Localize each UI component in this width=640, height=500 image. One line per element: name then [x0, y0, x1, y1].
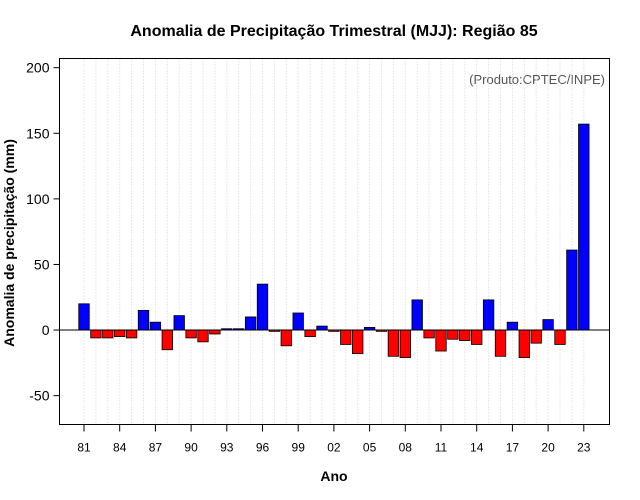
bar-2013 [459, 329, 471, 341]
bar-2017 [506, 321, 519, 331]
x-tick-label: 81 [77, 441, 91, 455]
y-axis-label: Anomalia de precipitação (mm) [1, 139, 17, 347]
x-tick-label: 84 [113, 441, 127, 455]
x-tick-label: 02 [327, 441, 341, 455]
plot-frame [59, 58, 610, 425]
bar-1984 [114, 329, 126, 338]
bar-1992 [209, 329, 221, 335]
x-tick-label: 14 [470, 441, 484, 455]
y-tick-label: 100 [26, 191, 50, 207]
bar-2014 [471, 329, 483, 345]
x-tick-label: 87 [149, 441, 163, 455]
chart-title: Anomalia de Precipitação Trimestral (MJJ… [130, 23, 537, 40]
y-tick-label: 150 [26, 125, 50, 141]
bar-2022 [566, 249, 578, 331]
bar-2003 [340, 329, 352, 345]
bar-2018 [518, 329, 530, 358]
x-axis: 81 84 87 90 93 96 99 02 05 08 11 14 17 20 23 [77, 424, 591, 455]
y-tick-label: -50 [29, 388, 49, 404]
y-axis: -50 0 50 100 150 200 [26, 60, 60, 404]
bar-1998 [280, 329, 292, 347]
bar-1995 [244, 316, 257, 331]
bar-1990 [185, 329, 197, 339]
y-tick-label: 200 [26, 60, 50, 76]
bar-2008 [399, 329, 411, 358]
x-tick-label: 99 [292, 441, 306, 455]
bars-group [78, 123, 590, 358]
bar-1996 [256, 283, 269, 331]
bar-1999 [292, 312, 304, 331]
bar-2001 [316, 325, 328, 331]
y-tick-label: 50 [34, 256, 50, 272]
bar-1986 [137, 309, 150, 331]
bar-1987 [149, 321, 162, 331]
bar-2007 [387, 329, 400, 357]
x-tick-label: 93 [220, 441, 234, 455]
bar-2011 [435, 329, 447, 352]
bar-1989 [173, 315, 185, 331]
bar-2009 [411, 299, 423, 331]
x-tick-label: 90 [184, 441, 198, 455]
bar-2019 [530, 329, 542, 344]
x-tick-label: 11 [435, 441, 448, 455]
x-tick-label: 05 [363, 441, 377, 455]
bar-2015 [482, 299, 495, 331]
x-tick-label: 17 [506, 441, 520, 455]
bar-2010 [423, 329, 435, 339]
bar-2004 [352, 329, 364, 355]
x-tick-label: 23 [577, 441, 591, 455]
x-tick-label: 96 [256, 441, 270, 455]
bar-1985 [125, 329, 138, 339]
bar-1988 [161, 329, 173, 351]
bar-2023 [578, 123, 590, 331]
bar-1981 [78, 303, 90, 331]
x-tick-label: 20 [541, 441, 555, 455]
y-tick-label: 0 [42, 322, 50, 338]
bar-2021 [554, 329, 566, 345]
bar-2000 [304, 329, 316, 338]
bar-2020 [542, 319, 554, 331]
bar-1983 [102, 329, 114, 339]
x-axis-label: Ano [320, 468, 347, 484]
bar-2012 [447, 329, 459, 340]
grid-lines [83, 58, 585, 425]
bar-1991 [197, 329, 209, 343]
credit-text: (Produto:CPTEC/INPE) [469, 72, 605, 87]
bar-1982 [90, 329, 102, 339]
x-tick-label: 08 [399, 441, 413, 455]
bar-2016 [494, 329, 507, 357]
